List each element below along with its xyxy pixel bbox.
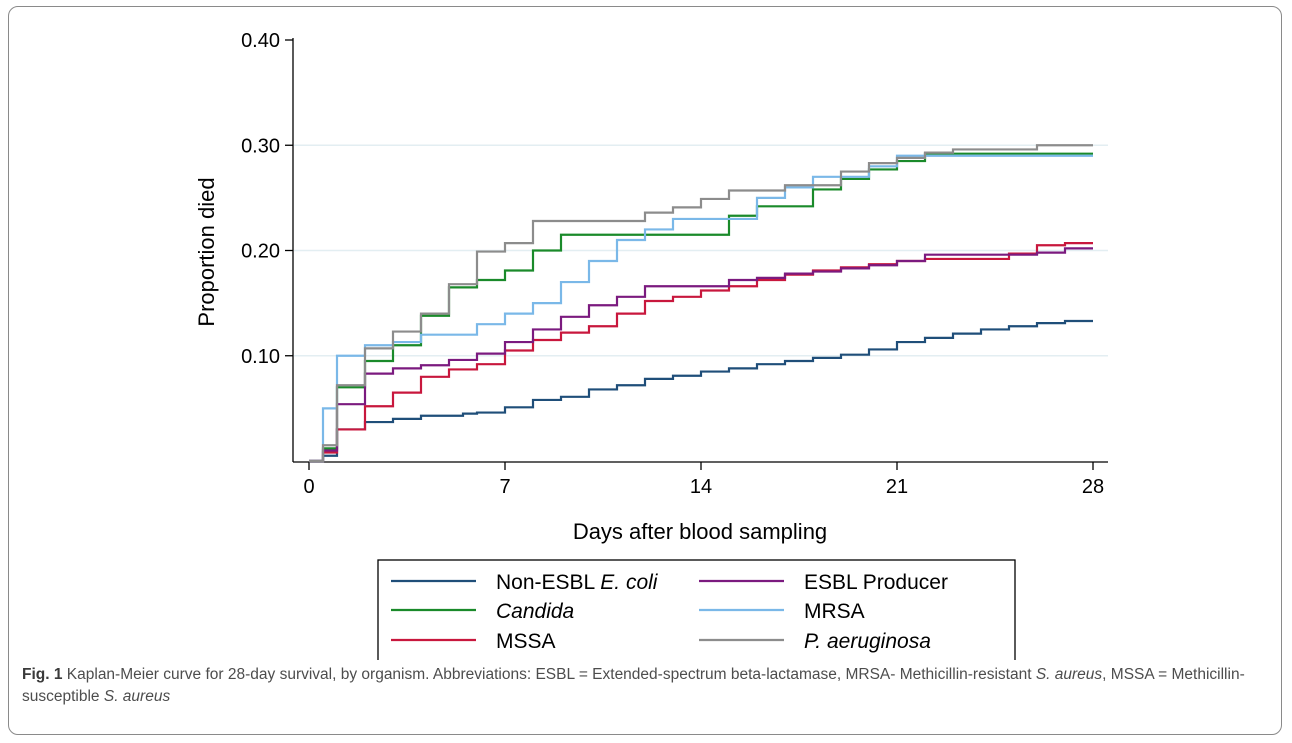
series-lines <box>309 144 1093 463</box>
series-line-0 <box>309 319 1093 463</box>
legend-label-italic-5: P. aeruginosa <box>804 630 931 653</box>
y-tick-label-3: 0.40 <box>241 30 280 52</box>
series-line-4 <box>309 154 1093 463</box>
x-tick-label-3: 21 <box>886 476 908 498</box>
caption-text-2: , MSSA = Methicillin-susceptible <box>22 666 1245 705</box>
x-axis-title: Days after blood sampling <box>573 519 827 544</box>
legend-label-4: MRSA <box>804 600 865 623</box>
x-tick-label-1: 7 <box>499 476 510 498</box>
y-tick-label-0: 0.10 <box>241 346 280 368</box>
y-axis-title: Proportion died <box>194 177 219 326</box>
legend-label-italic-0: E. coli <box>600 571 659 594</box>
legend-label-italic-1: Candida <box>496 600 574 623</box>
legend-label-5: P. aeruginosa <box>804 630 931 653</box>
legend-label-2: MSSA <box>496 630 556 653</box>
caption-italic-2: S. aureus <box>103 688 171 705</box>
legend: Non-ESBL E. coli Candida MSSA ESBL Producer… <box>377 559 1016 660</box>
x-tick-label-2: 14 <box>690 476 712 498</box>
x-tick-label-0: 0 <box>303 476 314 498</box>
y-tick-label-1: 0.20 <box>241 241 280 263</box>
figure-frame <box>8 6 1282 735</box>
legend-label-3: ESBL Producer <box>804 571 948 594</box>
legend-label-1: Candida <box>496 600 574 623</box>
legend-label-text-2: MSSA <box>496 630 556 653</box>
series-line-2 <box>309 242 1093 463</box>
axes: 0.10 0.20 0.30 0.40 0 7 14 21 28 Days after blood… <box>194 30 1108 544</box>
grid-lines <box>294 144 1108 357</box>
x-tick-label-4: 28 <box>1082 476 1104 498</box>
legend-label-text-4: MRSA <box>804 600 865 623</box>
caption-italic-1: S. aureus <box>1035 666 1103 683</box>
y-tick-label-2: 0.30 <box>241 135 280 157</box>
series-line-5 <box>309 144 1093 463</box>
legend-label-text-3: ESBL Producer <box>804 571 948 594</box>
figure-caption: Fig. 1 Kaplan-Meier curve for 28-day sur… <box>22 664 1270 708</box>
legend-label-text-0: Non-ESBL <box>496 571 600 594</box>
series-line-3 <box>309 247 1093 463</box>
caption-text-1: Kaplan-Meier curve for 28-day survival, … <box>62 666 1036 683</box>
legend-label-0: Non-ESBL E. coli <box>496 571 659 594</box>
caption-label: Fig. 1 <box>22 666 63 683</box>
kaplan-meier-chart: 0.10 0.20 0.30 0.40 0 7 14 21 28 Days after blood… <box>194 30 1108 660</box>
legend-box <box>377 559 1016 660</box>
